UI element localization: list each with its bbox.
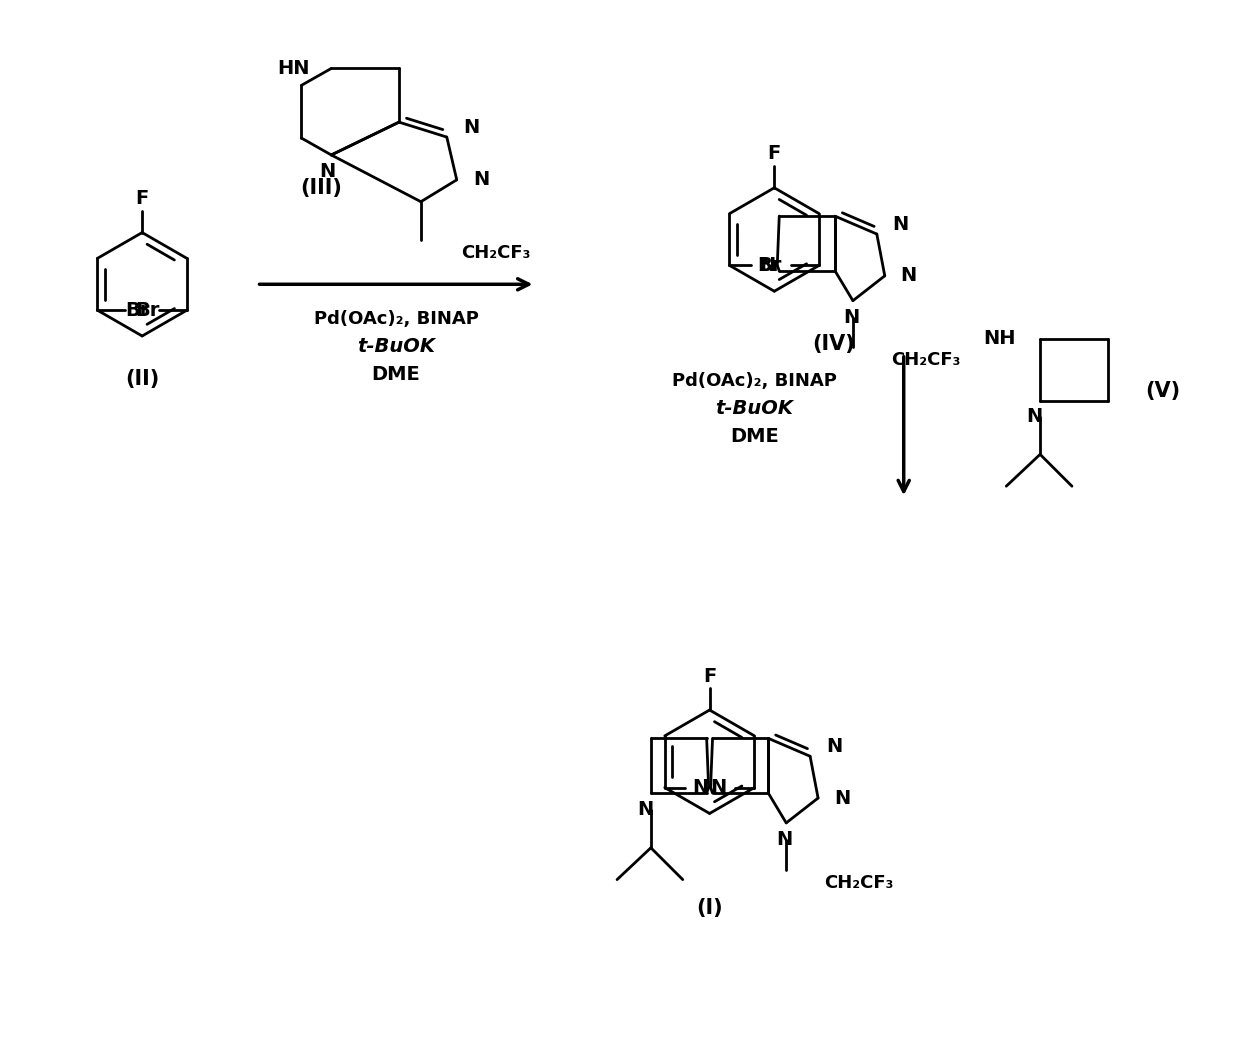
- Text: F: F: [768, 145, 781, 163]
- Text: N: N: [711, 778, 727, 798]
- Text: N: N: [692, 778, 709, 798]
- Text: N: N: [835, 788, 851, 808]
- Text: Pd(OAc)₂, BINAP: Pd(OAc)₂, BINAP: [314, 310, 479, 328]
- Text: CH₂CF₃: CH₂CF₃: [825, 874, 894, 892]
- Text: Br: Br: [135, 301, 159, 320]
- Text: N: N: [319, 162, 336, 181]
- Text: CH₂CF₃: CH₂CF₃: [890, 351, 960, 369]
- Text: t-BuOK: t-BuOK: [715, 399, 794, 418]
- Text: N: N: [1025, 407, 1043, 427]
- Text: Pd(OAc)₂, BINAP: Pd(OAc)₂, BINAP: [672, 372, 837, 390]
- Text: Br: Br: [125, 301, 149, 320]
- Text: N: N: [900, 266, 916, 285]
- Text: (III): (III): [300, 178, 342, 198]
- Text: F: F: [135, 190, 149, 209]
- Text: N: N: [826, 737, 842, 756]
- Text: Br: Br: [758, 256, 781, 275]
- Text: (IV): (IV): [812, 334, 856, 354]
- Text: DME: DME: [372, 366, 420, 385]
- Text: t-BuOK: t-BuOK: [357, 337, 435, 356]
- Text: N: N: [637, 801, 653, 820]
- Text: CH₂CF₃: CH₂CF₃: [461, 244, 529, 262]
- Text: HN: HN: [277, 59, 310, 78]
- Text: N: N: [759, 256, 775, 275]
- Text: F: F: [703, 667, 717, 685]
- Text: N: N: [843, 308, 859, 327]
- Text: N: N: [776, 830, 792, 849]
- Text: DME: DME: [730, 427, 779, 446]
- Text: N: N: [893, 215, 909, 234]
- Text: N: N: [474, 171, 490, 190]
- Text: (V): (V): [1145, 380, 1180, 400]
- Text: (II): (II): [125, 369, 159, 389]
- Text: (I): (I): [697, 898, 723, 918]
- Text: NH: NH: [983, 329, 1017, 349]
- Text: N: N: [464, 117, 480, 136]
